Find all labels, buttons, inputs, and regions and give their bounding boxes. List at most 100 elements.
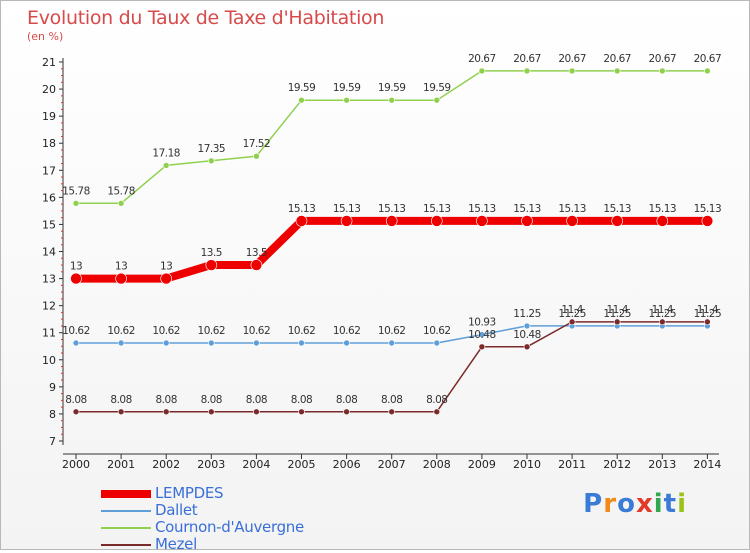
x-tick-label: 2013 [648, 458, 676, 471]
data-label: 8.08 [246, 394, 267, 406]
y-tick-label: 19 [42, 110, 56, 123]
legend-swatch [101, 510, 151, 512]
logo-letter: t [663, 489, 678, 519]
data-label: 15.13 [333, 203, 361, 215]
data-point [298, 408, 305, 416]
data-point [613, 67, 621, 75]
data-point [611, 215, 624, 227]
y-tick-label: 21 [42, 56, 56, 69]
data-point [658, 67, 666, 75]
y-tick-label: 14 [42, 246, 56, 259]
y-tick-label: 9 [49, 381, 56, 394]
data-point [298, 96, 305, 104]
data-label: 10.62 [423, 325, 451, 337]
data-label: 10.62 [333, 325, 361, 337]
data-point [72, 339, 80, 347]
data-point [117, 200, 125, 207]
y-tick-label: 7 [49, 435, 56, 448]
data-point [476, 215, 488, 227]
data-point [388, 96, 396, 104]
data-label: 15.13 [603, 203, 631, 215]
data-point [656, 215, 669, 227]
data-label: 15.78 [62, 185, 90, 197]
data-point [388, 339, 396, 347]
data-point [523, 322, 531, 330]
y-tick-label: 20 [42, 83, 56, 96]
data-label: 15.78 [107, 185, 135, 197]
data-label: 19.59 [333, 82, 361, 94]
data-label: 10.62 [378, 325, 406, 337]
x-tick-label: 2001 [107, 458, 135, 471]
x-tick-label: 2000 [62, 458, 90, 471]
data-point [208, 339, 215, 347]
data-point [566, 215, 578, 227]
y-unit-label: (en %) [27, 30, 64, 43]
data-point [385, 215, 398, 227]
data-label: 11.4 [607, 304, 629, 316]
data-point [72, 200, 80, 207]
data-label: 20.67 [513, 53, 541, 65]
data-point [162, 408, 170, 416]
data-label: 20.67 [468, 53, 496, 65]
data-point [478, 343, 486, 351]
data-point [160, 272, 172, 285]
data-point [340, 215, 353, 227]
data-point [704, 318, 711, 326]
brand-logo: Proxiti [583, 489, 687, 519]
x-tick-label: 2009 [468, 458, 496, 471]
data-point [70, 272, 82, 285]
data-label: 13 [160, 261, 172, 273]
data-label: 17.52 [243, 138, 271, 150]
x-tick-label: 2002 [152, 458, 180, 471]
y-tick-label: 10 [42, 354, 56, 367]
data-point [388, 408, 396, 416]
data-label: 10.62 [288, 325, 316, 337]
data-point [208, 157, 215, 165]
data-point [433, 408, 441, 416]
data-point [343, 96, 350, 104]
data-point [523, 67, 531, 75]
y-tick-label: 12 [42, 300, 56, 313]
data-label: 17.18 [152, 147, 180, 159]
data-label: 8.08 [110, 394, 131, 406]
data-label: 10.48 [468, 329, 496, 341]
logo-letter: i [653, 489, 664, 519]
data-label: 13 [70, 261, 82, 273]
data-label: 15.13 [694, 203, 722, 215]
data-label: 11.25 [513, 308, 541, 320]
data-point [253, 408, 260, 416]
data-label: 13.5 [246, 247, 267, 259]
data-point [704, 67, 711, 75]
logo-letter: P [583, 489, 604, 519]
data-point [521, 215, 533, 227]
data-point [478, 331, 486, 338]
data-point [701, 215, 714, 227]
data-point [208, 408, 215, 416]
data-label: 10.62 [198, 325, 226, 337]
data-label: 11.25 [603, 308, 631, 320]
data-label: 13 [115, 261, 127, 273]
data-point [253, 152, 260, 160]
data-label: 13.5 [201, 247, 222, 259]
data-label: 11.25 [649, 308, 677, 320]
legend-label: Cournon-d'Auvergne [155, 518, 304, 536]
data-label: 15.13 [423, 203, 451, 215]
x-tick-label: 2003 [197, 458, 225, 471]
data-point [115, 272, 127, 285]
y-tick-label: 11 [42, 327, 56, 340]
x-tick-label: 2007 [378, 458, 406, 471]
legend-label: Mezel [155, 535, 197, 553]
data-label: 15.13 [513, 203, 541, 215]
data-label: 15.13 [378, 203, 406, 215]
logo-letter: o [617, 489, 636, 519]
chart-title: Evolution du Taux de Taxe d'Habitation [27, 7, 385, 29]
data-label: 11.25 [558, 308, 586, 320]
data-label: 11.4 [561, 304, 583, 316]
x-tick-label: 2012 [603, 458, 631, 471]
data-label: 20.67 [603, 53, 631, 65]
x-tick-label: 2006 [333, 458, 361, 471]
data-label: 11.4 [652, 304, 674, 316]
data-point [72, 408, 80, 416]
